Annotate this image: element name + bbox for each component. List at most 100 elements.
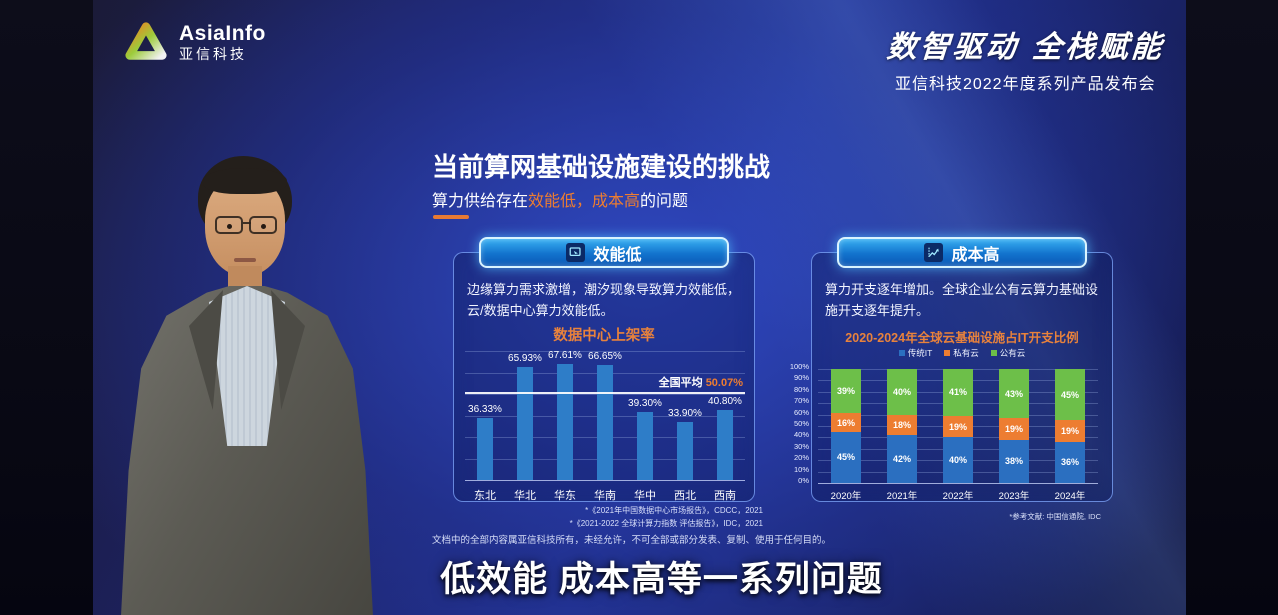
event-title: 亚信科技2022年度系列产品发布会: [894, 76, 1156, 93]
bar-value-label: 36.33%: [468, 403, 502, 415]
legend-item-公有云: 公有云: [990, 347, 1025, 359]
national-average-line: [465, 391, 745, 394]
presenter-fringe: [203, 168, 287, 194]
segment-value-label: 40%: [892, 386, 911, 397]
x-axis-label: 西南: [714, 490, 736, 502]
video-caption: 低效能 成本高等一系列问题: [440, 560, 883, 599]
trend-chart-icon: [924, 243, 944, 262]
event-slogan: 数智驱动 全栈赋能: [885, 30, 1165, 65]
bar-value-label: 67.61%: [548, 349, 582, 361]
y-axis-label: 30%: [793, 441, 809, 451]
bar-value-label: 39.30%: [628, 398, 662, 410]
bar-value-label: 65.93%: [508, 352, 542, 364]
source-line: *《2021年中国数据中心市场报告》，CDCC，2021: [585, 506, 763, 515]
bar-华南: [597, 365, 613, 480]
efficiency-header-label: 效能低: [593, 246, 642, 264]
bar-value-label: 66.65%: [588, 351, 622, 363]
segment-value-label: 43%: [1004, 388, 1023, 399]
bar-value-label: 33.90%: [668, 407, 702, 419]
segment-value-label: 39%: [836, 386, 855, 397]
x-axis-label: 华中: [634, 490, 656, 502]
stack-segment-私有云: [831, 413, 861, 432]
y-axis-label: 100%: [789, 362, 809, 371]
stack-segment-公有云: [887, 369, 917, 415]
bar-华北: [517, 366, 533, 480]
legend-item-传统IT: 传统IT: [898, 347, 932, 359]
y-axis-label: 70%: [793, 396, 809, 406]
segment-value-label: 45%: [1060, 389, 1079, 400]
segment-value-label: 19%: [1004, 423, 1023, 434]
x-axis-label: 2023年: [998, 491, 1030, 502]
segment-value-label: 18%: [892, 419, 911, 430]
cloud-spend-legend: 传统IT 私有云 公有云: [811, 347, 1113, 359]
efficiency-description: 边缘算力需求激增，潮汐现象导致算力效能低，云/数据中心算力效能低。: [467, 282, 741, 319]
legend-marker: [898, 350, 905, 356]
logo-text: AsiaInfo: [179, 21, 266, 45]
presenter: [93, 140, 413, 615]
cost-description: 算力开支逐年增加。全球企业公有云算力基础设施开支逐年提升。: [825, 282, 1099, 319]
rack-rate-chart-title: 数据中心上架率: [553, 328, 655, 344]
cost-header-label: 成本高: [951, 246, 1000, 264]
rack-rate-x-axis: 东北 华北 华东 华南 华中 西北 西南: [465, 487, 745, 503]
y-axis-label: 0%: [798, 476, 809, 485]
x-axis-label: 华南: [594, 490, 616, 502]
legend-marker: [990, 350, 997, 356]
efficiency-header-button: 效能低: [479, 237, 729, 268]
gridline: [465, 351, 745, 352]
asiainfo-logo: AsiaInfo 亚信科技: [123, 20, 266, 64]
presenter-glasses: [211, 216, 281, 236]
copyright-disclaimer: 文档中的全部内容属亚信科技所有，未经允许，不可全部或部分发表、复制、使用于任何目…: [432, 535, 832, 546]
stack-segment-公有云: [999, 369, 1029, 419]
letterbox-left: [0, 0, 93, 615]
presenter-mouth: [234, 258, 256, 262]
legend-item-私有云: 私有云: [944, 347, 979, 359]
y-axis-label: 60%: [793, 407, 809, 417]
logo-subtext: 亚信科技: [179, 45, 247, 62]
y-axis-label: 50%: [793, 419, 809, 428]
bar-西南: [717, 409, 733, 480]
cloud-spend-chart: 45% 16% 39% 42% 18% 40% 40% 19% 41% 38% 19% 43% 36% 1…: [818, 369, 1098, 484]
x-axis-label: 2020年: [830, 491, 862, 502]
segment-value-label: 42%: [892, 454, 911, 465]
stack-segment-私有云: [1055, 420, 1085, 442]
cloud-spend-y-axis: 100% 90% 80% 70% 60% 50% 40% 30% 20% 10% 0%: [779, 362, 813, 492]
stack-segment-公有云: [831, 369, 861, 414]
y-axis-label: 80%: [793, 384, 809, 394]
title-underline: [433, 215, 469, 219]
y-axis-label: 40%: [793, 430, 809, 440]
slide-title: 当前算网基础设施建设的挑战: [432, 152, 771, 182]
rack-rate-chart: 36.33% 65.93% 67.61% 66.65% 39.30% 33.90% 40.8…: [465, 349, 745, 481]
bar-华中: [637, 412, 653, 480]
slide-subtitle: 算力供给存在效能低，成本高的问题: [432, 193, 689, 210]
y-axis-label: 20%: [793, 453, 809, 463]
bar-西北: [677, 421, 693, 480]
y-axis-label: 90%: [793, 373, 809, 383]
stack-segment-传统IT: [887, 435, 917, 483]
stack-segment-私有云: [999, 418, 1029, 440]
bar-华东: [557, 363, 573, 480]
stack-segment-公有云: [943, 369, 973, 416]
segment-value-label: 19%: [948, 421, 967, 432]
segment-value-label: 16%: [836, 417, 855, 428]
source-line: *《2021-2022 全球计算力指数 评估报告》，IDC，2021: [569, 518, 763, 528]
asiainfo-logo-icon: [125, 22, 167, 60]
y-axis-label: 10%: [793, 464, 809, 474]
letterbox-right: [1186, 0, 1278, 615]
x-axis-label: 2021年: [886, 491, 918, 502]
stack-segment-私有云: [887, 414, 917, 436]
cost-header-button: 成本高: [837, 237, 1087, 268]
x-axis-label: 华东: [554, 490, 576, 502]
segment-value-label: 45%: [836, 452, 855, 463]
presentation-canvas: AsiaInfo 亚信科技 数智驱动 全栈赋能 亚信科技2022年度系列产品发布…: [93, 0, 1186, 615]
subtitle-highlight: 效能低，成本高: [528, 193, 641, 210]
national-average-label: 全国平均 50.07%: [658, 376, 743, 389]
segment-value-label: 38%: [1004, 456, 1023, 467]
x-axis-label: 2022年: [942, 491, 974, 502]
event-branding: 数智驱动 全栈赋能 亚信科技2022年度系列产品发布会: [885, 22, 1165, 94]
segment-value-label: 40%: [948, 455, 967, 466]
x-axis-label: 华北: [514, 490, 536, 502]
bar-value-label: 40.80%: [708, 395, 742, 407]
segment-value-label: 19%: [1060, 426, 1079, 437]
stack-segment-私有云: [943, 415, 973, 438]
